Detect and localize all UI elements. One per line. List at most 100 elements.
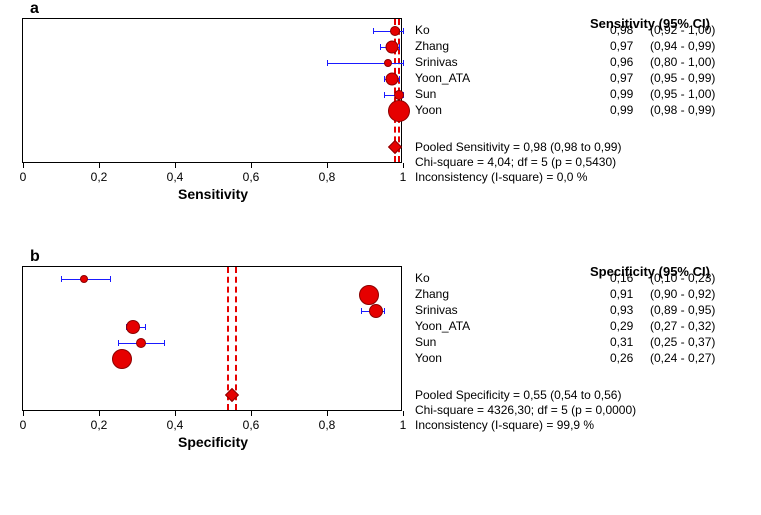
stat-ci: (0,95 - 1,00) (650, 87, 715, 101)
forest-marker (136, 338, 146, 348)
ci-cap (403, 28, 404, 34)
axis-tick (327, 411, 328, 416)
stat-ci: (0,95 - 0,99) (650, 71, 715, 85)
ci-cap (373, 28, 374, 34)
stat-ci: (0,80 - 1,00) (650, 55, 715, 69)
stat-ci: (0,24 - 0,27) (650, 351, 715, 365)
stat-ci: (0,89 - 0,95) (650, 303, 715, 317)
axis-tick-label: 0 (20, 418, 27, 432)
stat-ci: (0,10 - 0,23) (650, 271, 715, 285)
ci-cap (384, 308, 385, 314)
ci-cap (145, 324, 146, 330)
pooled-ref-line (227, 267, 229, 410)
stat-value: 0,98 (610, 23, 633, 37)
forest-marker (388, 100, 410, 122)
axis-tick-label: 1 (400, 170, 407, 184)
axis-tick-label: 0,2 (91, 418, 108, 432)
stat-value: 0,99 (610, 87, 633, 101)
stat-ci: (0,98 - 0,99) (650, 103, 715, 117)
ci-cap (380, 44, 381, 50)
ci-cap (327, 60, 328, 66)
study-name: Yoon (415, 351, 442, 365)
ci-cap (399, 76, 400, 82)
stat-ci: (0,27 - 0,32) (650, 319, 715, 333)
stat-ci: (0,92 - 1,00) (650, 23, 715, 37)
stat-value: 0,99 (610, 103, 633, 117)
stat-value: 0,97 (610, 39, 633, 53)
axis-tick (327, 163, 328, 168)
axis-tick-label: 0,6 (243, 418, 260, 432)
ci-cap (361, 308, 362, 314)
ci-cap (164, 340, 165, 346)
forest-marker (385, 73, 398, 86)
axis-tick-label: 0,8 (319, 170, 336, 184)
axis-tick-label: 0,2 (91, 170, 108, 184)
study-name: Sun (415, 335, 436, 349)
axis-tick (175, 411, 176, 416)
axis-tick (251, 411, 252, 416)
axis-tick (403, 163, 404, 168)
stat-value: 0,93 (610, 303, 633, 317)
axis-title: Specificity (178, 434, 248, 450)
forest-marker (369, 304, 383, 318)
axis-tick-label: 0 (20, 170, 27, 184)
study-name: Srinivas (415, 303, 458, 317)
study-name: Yoon (415, 103, 442, 117)
plot-a: 00,20,40,60,81Sensitivity (22, 18, 402, 163)
study-name: Yoon_ATA (415, 71, 470, 85)
forest-marker (384, 59, 392, 67)
study-name: Zhang (415, 39, 449, 53)
stat-ci: (0,25 - 0,37) (650, 335, 715, 349)
axis-tick-label: 0,6 (243, 170, 260, 184)
summary-line: Pooled Specificity = 0,55 (0,54 to 0,56) (415, 388, 621, 402)
study-name: Zhang (415, 287, 449, 301)
forest-marker (394, 90, 404, 100)
axis-tick (23, 163, 24, 168)
axis-tick-label: 1 (400, 418, 407, 432)
axis-tick (251, 163, 252, 168)
ci-cap (110, 276, 111, 282)
forest-marker (126, 320, 140, 334)
axis-tick (403, 411, 404, 416)
forest-marker (112, 349, 132, 369)
study-name: Srinivas (415, 55, 458, 69)
stat-value: 0,26 (610, 351, 633, 365)
summary-line: Chi-square = 4,04; df = 5 (p = 0,5430) (415, 155, 616, 169)
stat-value: 0,29 (610, 319, 633, 333)
axis-title: Sensitivity (178, 186, 248, 202)
axis-tick-label: 0,4 (167, 418, 184, 432)
axis-tick (175, 163, 176, 168)
ci-cap (118, 340, 119, 346)
stat-value: 0,31 (610, 335, 633, 349)
summary-line: Pooled Sensitivity = 0,98 (0,98 to 0,99) (415, 140, 621, 154)
ci-cap (384, 92, 385, 98)
axis-tick-label: 0,4 (167, 170, 184, 184)
ci-cap (399, 44, 400, 50)
ci-cap (61, 276, 62, 282)
study-name: Yoon_ATA (415, 319, 470, 333)
forest-marker (359, 285, 379, 305)
stat-ci: (0,94 - 0,99) (650, 39, 715, 53)
summary-line: Inconsistency (I-square) = 0,0 % (415, 170, 587, 184)
stat-value: 0,96 (610, 55, 633, 69)
forest-marker (390, 26, 400, 36)
axis-tick (99, 163, 100, 168)
axis-tick (99, 411, 100, 416)
axis-tick-label: 0,8 (319, 418, 336, 432)
forest-marker (80, 275, 88, 283)
study-name: Ko (415, 23, 430, 37)
panel-a-letter: a (30, 0, 39, 18)
summary-line: Chi-square = 4326,30; df = 5 (p = 0,0000… (415, 403, 636, 417)
plot-b: 00,20,40,60,81Specificity (22, 266, 402, 411)
summary-line: Inconsistency (I-square) = 99,9 % (415, 418, 594, 432)
ci-cap (403, 60, 404, 66)
pooled-ref-line (235, 267, 237, 410)
panel-a: a 00,20,40,60,81Sensitivity Sensitivity … (0, 0, 761, 218)
panel-b: b 00,20,40,60,81Specificity Specificity … (0, 248, 761, 466)
pooled-diamond (388, 140, 402, 154)
axis-tick (23, 411, 24, 416)
study-name: Ko (415, 271, 430, 285)
forest-marker (385, 41, 398, 54)
study-name: Sun (415, 87, 436, 101)
stat-value: 0,97 (610, 71, 633, 85)
